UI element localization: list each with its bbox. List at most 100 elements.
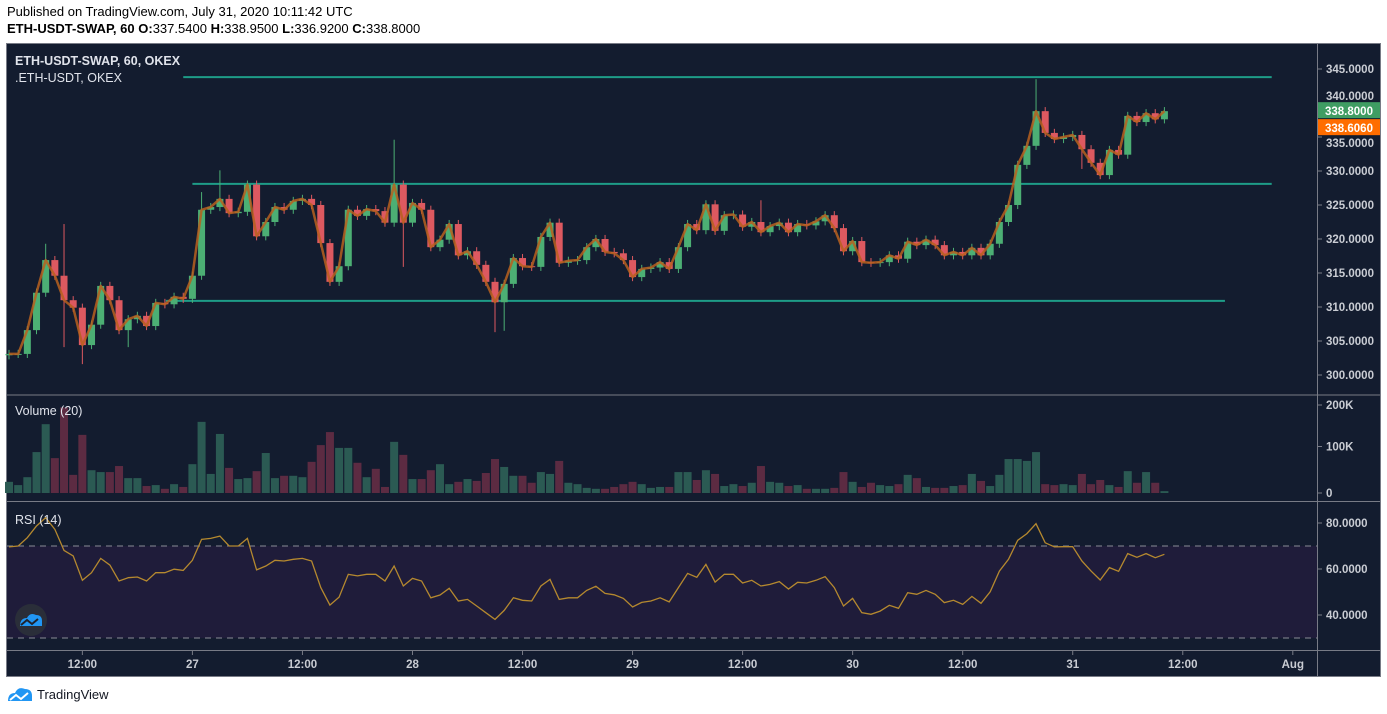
- volume-bar: [179, 486, 188, 493]
- candle-body: [1041, 111, 1049, 133]
- volume-bar: [105, 472, 114, 493]
- candle-body: [78, 307, 86, 346]
- candle-body: [253, 184, 261, 237]
- volume-bar: [729, 484, 738, 493]
- candle-body: [1032, 111, 1040, 146]
- candle-body: [1142, 113, 1150, 123]
- candle-body: [143, 315, 151, 327]
- candle-body: [555, 222, 563, 263]
- volume-bar: [142, 486, 151, 493]
- volume-bar: [628, 481, 637, 493]
- volume-bar: [610, 486, 619, 493]
- candle: [757, 200, 765, 237]
- candle-body: [390, 184, 398, 223]
- volume-bar: [958, 485, 967, 493]
- low-value: 336.9200: [294, 21, 349, 36]
- candle: [198, 192, 206, 280]
- axis-tick-label: 0: [1326, 488, 1332, 500]
- volume-bar: [665, 486, 674, 493]
- time-axis-label: 12:00: [728, 659, 757, 671]
- candle-body: [1096, 162, 1104, 176]
- candle: [638, 264, 646, 282]
- candle-body: [51, 260, 59, 276]
- volume-bar: [380, 486, 389, 493]
- candle-body: [363, 209, 371, 216]
- candle: [950, 247, 958, 260]
- candle-body: [124, 319, 132, 331]
- candle-body: [317, 205, 325, 244]
- legend-volume[interactable]: Volume (20): [15, 404, 82, 418]
- volume-bar: [160, 488, 169, 493]
- volume-bar: [573, 484, 582, 493]
- candle-body: [60, 275, 68, 301]
- candle: [885, 251, 893, 267]
- candle-body: [1160, 111, 1168, 120]
- volume-bar: [170, 484, 179, 493]
- tradingview-logo-icon: [8, 688, 32, 701]
- candle-body: [335, 266, 343, 282]
- axis-tick-label: 345.0000: [1326, 64, 1374, 76]
- candle-body: [399, 184, 407, 223]
- volume-bar: [876, 485, 885, 493]
- volume-bar: [69, 474, 78, 493]
- candle: [170, 292, 178, 309]
- axis-tick-label: 300.0000: [1326, 370, 1374, 382]
- volume-bar: [967, 473, 976, 493]
- volume-bar: [371, 468, 380, 493]
- volume-bar: [270, 478, 279, 493]
- candle: [1151, 109, 1159, 124]
- volume-bar: [747, 482, 756, 493]
- candle-body: [491, 281, 499, 303]
- volume-bar: [133, 478, 142, 493]
- volume-bar: [903, 474, 912, 493]
- candle-body: [1105, 149, 1113, 176]
- volume-bar: [472, 480, 481, 493]
- volume-bar: [298, 477, 307, 493]
- volume-bar: [1132, 482, 1141, 493]
- time-axis-label: Aug: [1282, 659, 1304, 671]
- candle-body: [757, 222, 765, 233]
- volume-bar: [591, 488, 600, 493]
- volume-bar: [931, 487, 940, 493]
- candle: [500, 279, 508, 331]
- candle-body: [537, 236, 545, 267]
- horizontal-levels[interactable]: [165, 76, 1272, 302]
- price-badges: 338.8000 338.6060: [1318, 102, 1380, 136]
- time-axis-label: 31: [1066, 659, 1079, 671]
- volume-bar: [96, 472, 105, 493]
- candle-body: [720, 215, 728, 231]
- close-label: C:: [352, 21, 366, 36]
- candle: [78, 303, 86, 365]
- legend-rsi[interactable]: RSI (14): [15, 513, 62, 527]
- volume-bar: [977, 480, 986, 493]
- candle-body: [216, 198, 224, 208]
- last-price-value: 338.8000: [1325, 106, 1373, 118]
- volume-bar: [5, 481, 13, 493]
- volume-bar: [1087, 484, 1096, 493]
- volume-bar: [500, 466, 509, 493]
- candle-body: [69, 300, 77, 308]
- volume-bar: [564, 482, 573, 493]
- candle: [353, 205, 361, 220]
- legend-overlay-series[interactable]: .ETH-USDT, OKEX: [15, 71, 123, 85]
- volume-bar: [1013, 459, 1022, 493]
- volume-bar: [23, 477, 32, 493]
- volume-bar: [527, 482, 536, 493]
- candle: [519, 253, 527, 271]
- volume-bar: [1068, 485, 1077, 493]
- candle-body: [1087, 149, 1095, 163]
- volume-bar: [1032, 452, 1041, 493]
- candle-body: [968, 247, 976, 256]
- candle-body: [711, 204, 719, 231]
- candle-body: [748, 222, 756, 227]
- volume-bar: [78, 434, 87, 493]
- candle-body: [995, 222, 1003, 244]
- volume-bar: [151, 485, 160, 493]
- tradingview-brand[interactable]: TradingView: [37, 686, 109, 702]
- legend-main-series[interactable]: ETH-USDT-SWAP, 60, OKEX: [15, 54, 181, 68]
- volume-bar: [289, 475, 298, 493]
- candle: [390, 139, 398, 227]
- candle: [1160, 107, 1168, 124]
- volume-bar: [344, 447, 353, 493]
